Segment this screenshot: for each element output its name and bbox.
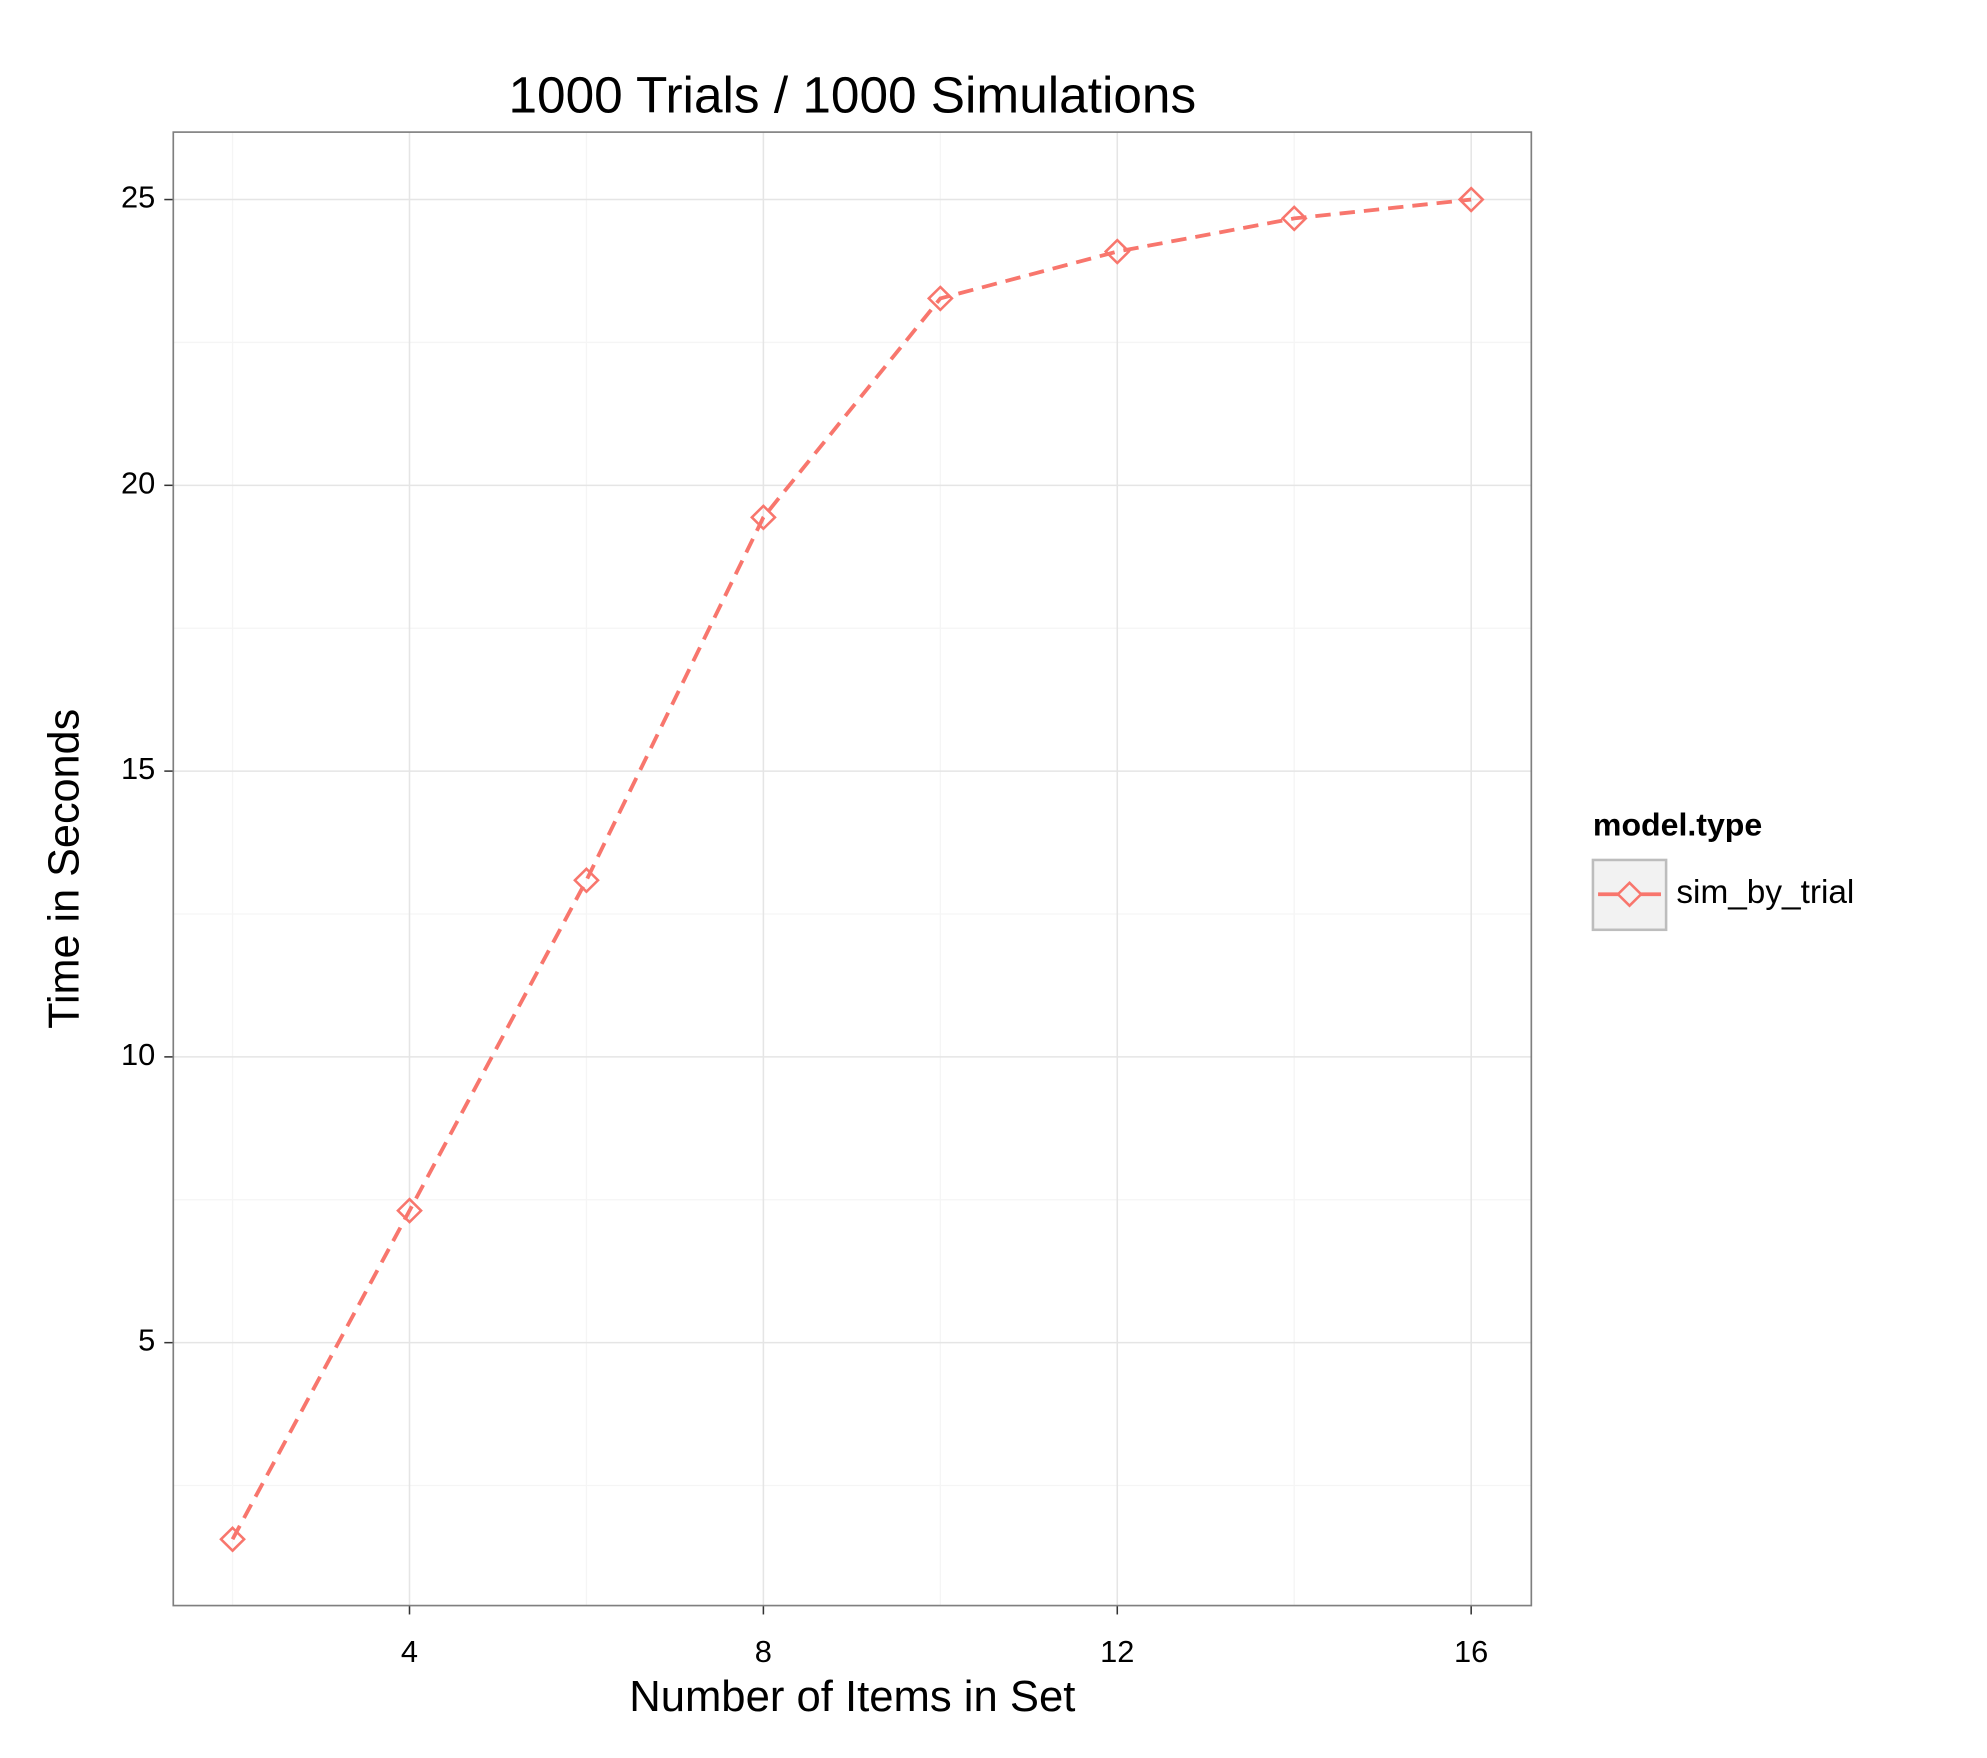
- point: [219, 1526, 246, 1553]
- point: [1457, 186, 1485, 213]
- y-axis-label: Time in Seconds: [40, 709, 88, 1029]
- y-tick-label: 20: [121, 467, 155, 501]
- point: [1280, 205, 1308, 232]
- plot-background: [173, 132, 1532, 1606]
- point: [396, 1197, 423, 1224]
- y-tick-label: 25: [121, 181, 155, 215]
- legend-label: sim_by_trial: [1676, 874, 1854, 911]
- point: [926, 285, 954, 312]
- line: [230, 197, 1472, 1541]
- chart-title: 1000 Trials / 1000 Simulations: [508, 67, 1196, 124]
- legend-marker: [1616, 881, 1643, 908]
- legend-title: model.type: [1593, 806, 1762, 842]
- point: [750, 504, 777, 531]
- point: [573, 867, 600, 894]
- x-tick-label: 16: [1454, 1635, 1488, 1669]
- y-tick-label: 5: [138, 1324, 155, 1358]
- plot-border: [172, 131, 1533, 1607]
- x-tick-label: 4: [401, 1635, 418, 1669]
- point: [1103, 238, 1131, 265]
- y-tick-label: 15: [121, 752, 155, 786]
- x-axis-label: Number of Items in Set: [629, 1673, 1075, 1721]
- y-tick-label: 10: [121, 1038, 155, 1072]
- x-tick-label: 8: [755, 1635, 772, 1669]
- x-tick-label: 12: [1100, 1635, 1134, 1669]
